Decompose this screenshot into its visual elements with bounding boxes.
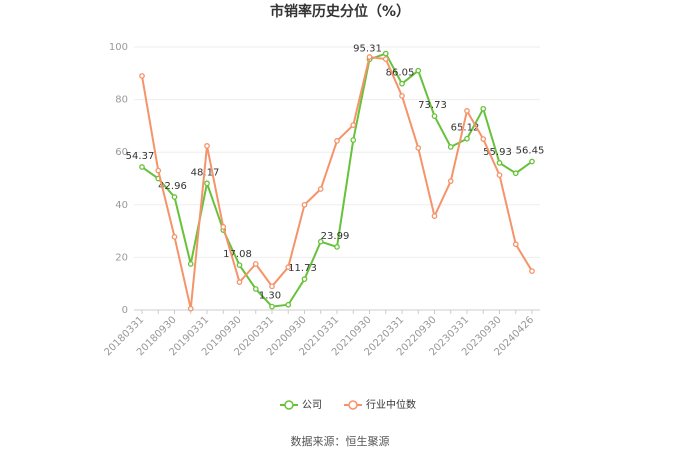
point bbox=[187, 261, 194, 267]
data-label: 73.73 bbox=[418, 100, 447, 111]
legend-label: 行业中位数 bbox=[366, 398, 416, 411]
y-tick-label: 0 bbox=[122, 305, 128, 316]
data-label: 11.73 bbox=[288, 263, 317, 274]
y-tick-label: 100 bbox=[109, 42, 128, 53]
point bbox=[171, 234, 178, 240]
data-label: 55.93 bbox=[483, 147, 512, 158]
data-label: 42.96 bbox=[158, 181, 187, 192]
data-label: 23.99 bbox=[321, 231, 350, 242]
point bbox=[399, 80, 405, 87]
source: 数据来源：恒生聚源 bbox=[291, 434, 390, 448]
point bbox=[204, 143, 210, 149]
point bbox=[431, 213, 438, 219]
point bbox=[496, 160, 503, 166]
point bbox=[285, 301, 292, 308]
point bbox=[334, 138, 340, 144]
point bbox=[512, 241, 519, 248]
point bbox=[236, 279, 243, 285]
data-label: 17.08 bbox=[223, 249, 252, 260]
point bbox=[317, 238, 324, 245]
y-tick-label: 60 bbox=[115, 147, 128, 158]
point bbox=[139, 164, 145, 170]
point bbox=[529, 268, 535, 274]
chart-title: 市销率历史分位（%） bbox=[270, 3, 410, 20]
point bbox=[512, 170, 519, 177]
point bbox=[252, 286, 259, 292]
y-tick-label: 40 bbox=[115, 200, 128, 211]
series-line bbox=[141, 52, 533, 308]
point bbox=[317, 186, 324, 192]
data-label: 95.31 bbox=[353, 43, 382, 54]
data-label: 56.45 bbox=[516, 146, 545, 157]
point bbox=[529, 158, 535, 165]
point bbox=[204, 180, 210, 187]
point bbox=[301, 276, 308, 283]
point bbox=[252, 261, 259, 267]
point bbox=[350, 122, 357, 128]
point bbox=[269, 303, 275, 310]
point bbox=[431, 113, 438, 119]
point bbox=[285, 264, 292, 270]
point bbox=[415, 145, 422, 151]
point bbox=[464, 135, 470, 142]
data-label: 65.12 bbox=[451, 123, 480, 134]
y-tick-label: 80 bbox=[115, 95, 128, 106]
point bbox=[480, 105, 487, 112]
data-label: 54.37 bbox=[126, 151, 155, 162]
point bbox=[269, 283, 275, 290]
point bbox=[399, 93, 405, 99]
point bbox=[301, 201, 308, 208]
point bbox=[447, 178, 454, 184]
legend-marker bbox=[348, 400, 358, 410]
point bbox=[220, 224, 227, 230]
point bbox=[366, 54, 373, 60]
point bbox=[139, 73, 145, 79]
point bbox=[155, 167, 162, 174]
point bbox=[382, 50, 389, 57]
point bbox=[334, 244, 340, 250]
point bbox=[382, 56, 389, 62]
point bbox=[350, 137, 357, 143]
data-label: 1.30 bbox=[259, 291, 281, 302]
point bbox=[171, 194, 178, 200]
point bbox=[480, 136, 487, 142]
point bbox=[464, 108, 470, 114]
point bbox=[187, 305, 194, 312]
point bbox=[496, 172, 503, 178]
legend-label: 公司 bbox=[302, 400, 322, 411]
legend-marker bbox=[284, 400, 294, 410]
point bbox=[447, 144, 454, 150]
y-tick-label: 20 bbox=[115, 252, 128, 263]
series-line bbox=[141, 55, 533, 309]
data-label: 86.05 bbox=[386, 68, 415, 79]
point bbox=[236, 262, 243, 268]
point bbox=[415, 67, 422, 74]
